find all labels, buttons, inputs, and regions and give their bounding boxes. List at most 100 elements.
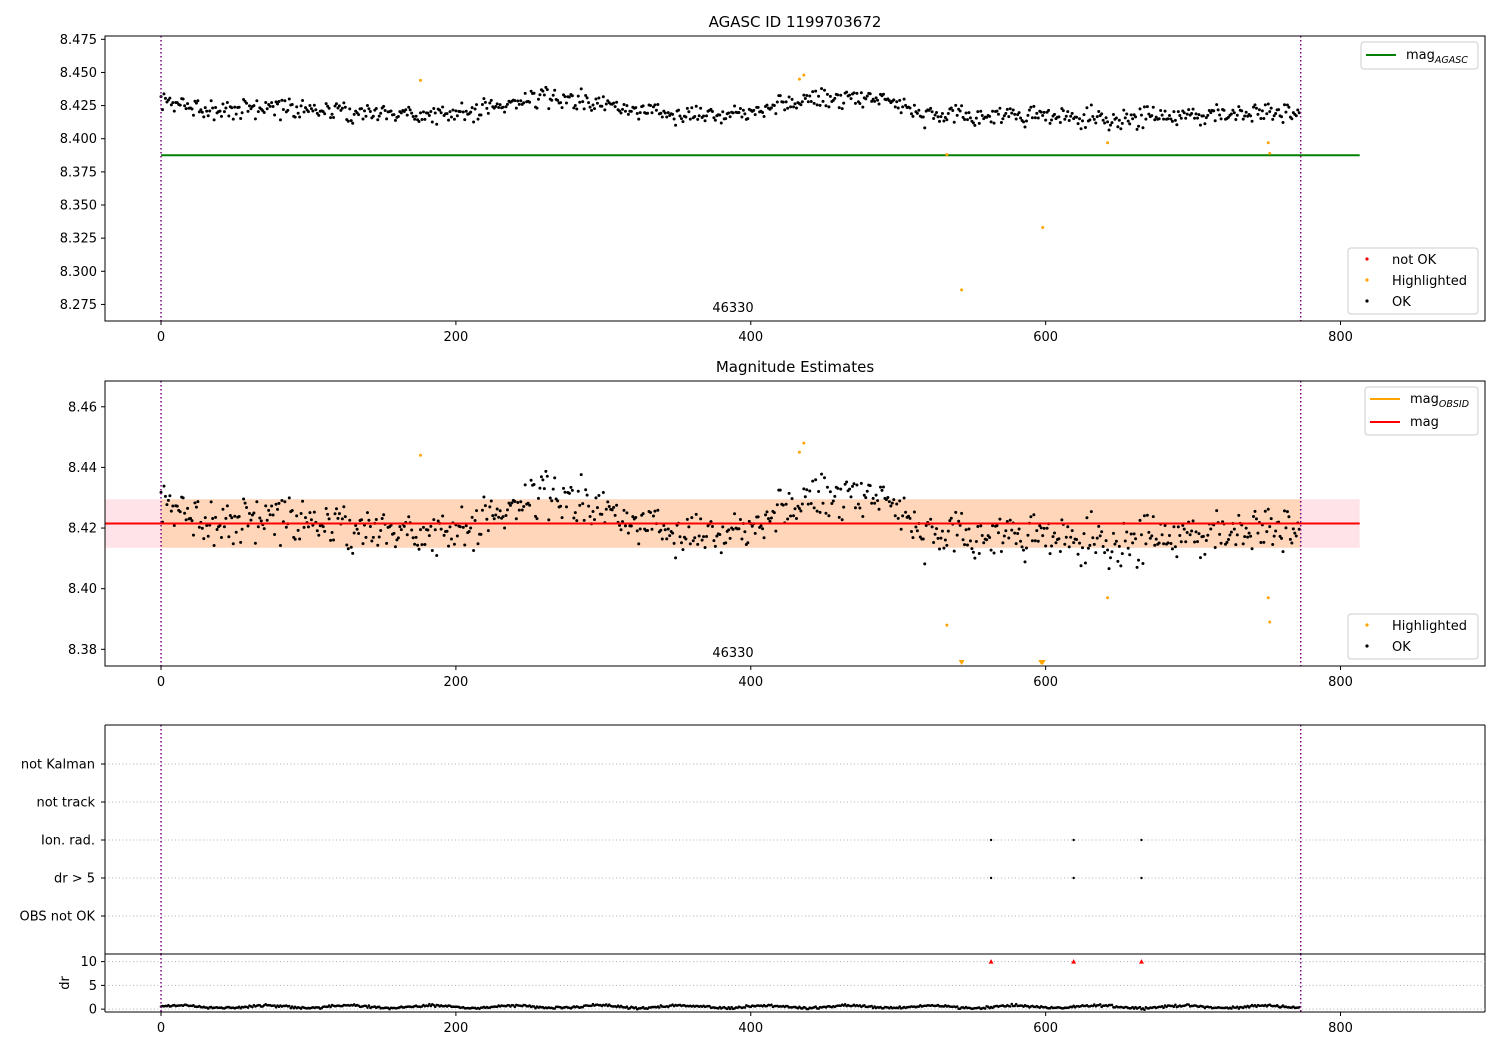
highlighted-point	[945, 153, 949, 157]
ok-point	[287, 496, 291, 500]
ok-point	[604, 102, 608, 106]
ok-point	[1144, 117, 1148, 121]
ok-point	[550, 98, 554, 102]
ok-point	[349, 545, 353, 549]
dr-point	[428, 1002, 431, 1006]
ok-point	[1110, 550, 1114, 554]
ok-point	[1234, 117, 1238, 121]
ok-point	[309, 107, 313, 111]
ok-point	[666, 111, 670, 115]
ok-point	[762, 536, 766, 540]
dr-point	[1172, 1005, 1176, 1008]
ok-point	[501, 105, 505, 109]
ok-point	[615, 100, 619, 104]
ok-point	[323, 529, 327, 533]
ok-point	[1109, 123, 1113, 127]
ok-point	[1052, 112, 1056, 116]
ok-point	[1135, 565, 1139, 569]
ok-point	[1050, 544, 1054, 548]
ok-point	[267, 508, 271, 512]
ok-point	[828, 490, 832, 494]
ok-point	[506, 102, 509, 106]
ok-point	[805, 93, 809, 97]
ok-point	[1017, 527, 1021, 531]
flag-point	[1140, 876, 1143, 880]
dr-high-marker	[1071, 959, 1077, 964]
ok-point	[765, 510, 769, 514]
ok-point	[203, 516, 207, 520]
ok-point	[955, 113, 959, 117]
ok-point	[612, 101, 616, 105]
ok-point	[1154, 537, 1158, 541]
ok-point	[368, 525, 372, 529]
ok-point	[719, 121, 723, 125]
ok-point	[218, 523, 222, 527]
ok-point	[448, 525, 452, 529]
ok-point	[398, 525, 402, 529]
ok-point	[1129, 113, 1133, 117]
ok-point	[604, 507, 608, 511]
ok-point	[1256, 531, 1260, 535]
ok-point	[299, 511, 303, 515]
ok-point	[613, 513, 617, 517]
ok-point	[461, 525, 465, 529]
ok-point	[247, 511, 251, 515]
ok-point	[784, 100, 788, 104]
ok-point	[1026, 113, 1030, 117]
ok-point	[942, 546, 946, 550]
ok-point	[1169, 542, 1173, 546]
ok-point	[998, 517, 1002, 521]
ok-point	[413, 117, 417, 121]
legend-label-mag-agasc: magAGASC	[1406, 48, 1468, 66]
ok-point	[799, 103, 803, 107]
ok-point	[1088, 543, 1092, 547]
ok-point	[581, 100, 585, 104]
ok-point	[912, 103, 916, 107]
ok-point	[1122, 108, 1126, 112]
ok-point	[433, 111, 437, 115]
ok-point	[1076, 122, 1080, 126]
ok-point	[414, 114, 418, 118]
ok-point	[1013, 112, 1017, 116]
ok-point	[547, 107, 551, 111]
ok-point	[821, 501, 825, 505]
ok-point	[1035, 529, 1039, 533]
dr-point	[246, 1006, 250, 1009]
ok-point	[169, 509, 173, 513]
ok-point	[486, 111, 490, 115]
ok-point	[1237, 513, 1241, 517]
x-tick-label: 800	[1328, 330, 1353, 345]
off-scale-marker	[1039, 660, 1046, 665]
ok-point	[778, 94, 782, 98]
ok-point	[332, 538, 336, 542]
ok-point	[1193, 116, 1197, 120]
ok-point	[1060, 518, 1064, 522]
ok-point	[1044, 118, 1048, 122]
ok-point	[1190, 529, 1194, 533]
ok-point	[721, 525, 725, 529]
ok-point	[1196, 116, 1199, 120]
ok-point	[175, 504, 179, 508]
ok-point	[597, 96, 601, 100]
ok-point	[1111, 113, 1115, 117]
dr-high-marker	[988, 959, 994, 964]
ok-point	[837, 515, 841, 519]
ok-point	[859, 91, 863, 95]
ok-point	[936, 115, 940, 119]
ok-point	[1033, 539, 1037, 543]
dr-point	[983, 1007, 987, 1010]
ok-point	[988, 535, 992, 539]
ok-point	[383, 109, 387, 113]
ok-point	[365, 103, 369, 107]
ok-point	[396, 536, 400, 540]
ok-point	[806, 100, 810, 104]
ok-point	[971, 550, 975, 554]
highlighted-point	[797, 77, 801, 81]
ok-point	[1272, 534, 1276, 538]
ok-point	[222, 525, 226, 529]
ok-point	[1089, 510, 1093, 514]
ok-point	[497, 105, 501, 109]
ok-point	[908, 106, 912, 110]
ok-point	[939, 536, 943, 540]
ok-point	[464, 524, 468, 528]
